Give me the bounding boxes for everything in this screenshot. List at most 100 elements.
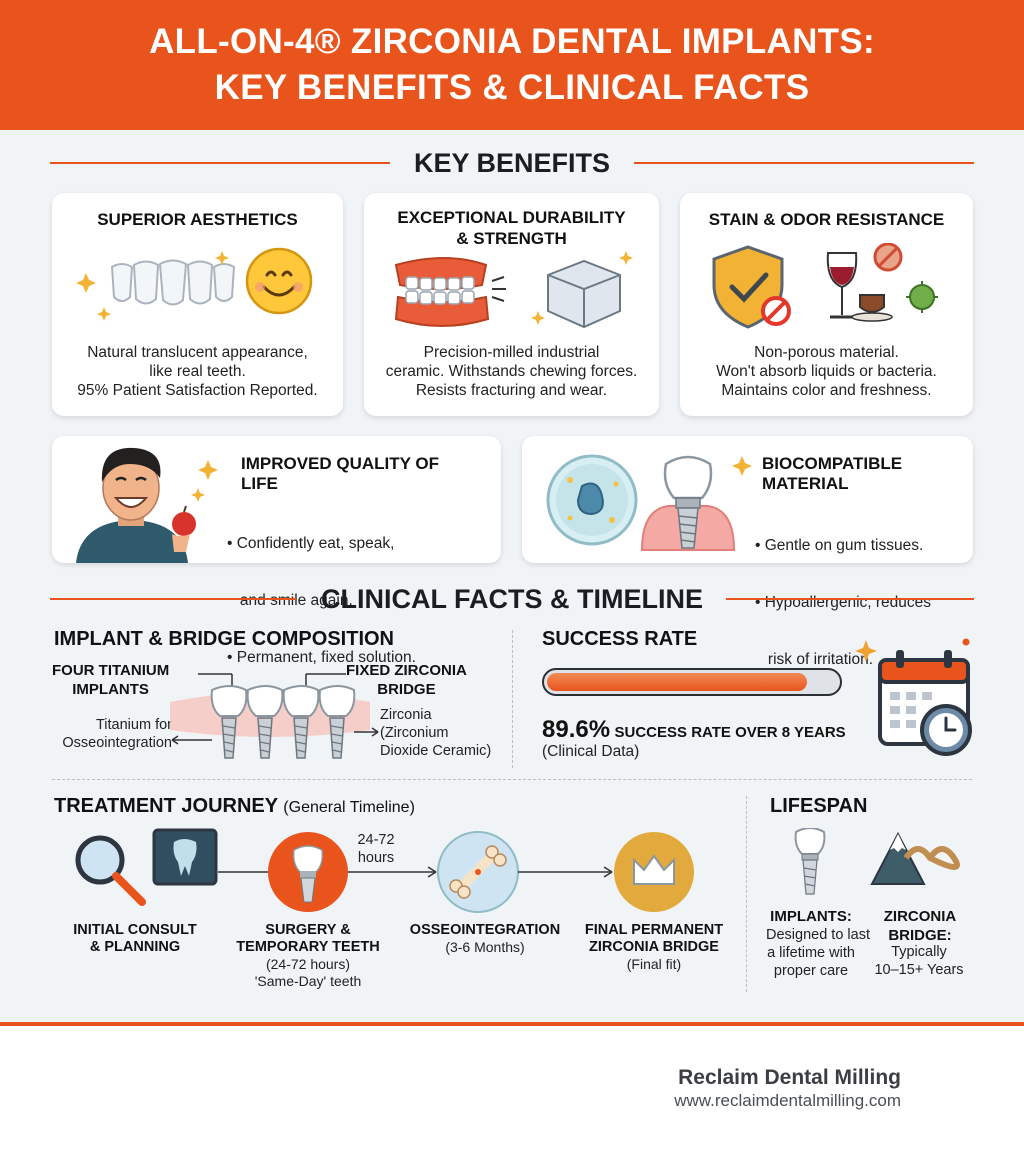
note-line: hours bbox=[357, 850, 395, 866]
journey-step-consult: INITIAL CONSULT & PLANNING bbox=[60, 922, 210, 956]
journey-subtitle: (General Timeline) bbox=[283, 799, 415, 816]
success-progress-fill bbox=[547, 673, 807, 691]
crown-icon bbox=[614, 832, 694, 912]
header-title-line2: KEY BENEFITS & CLINICAL FACTS bbox=[214, 68, 810, 107]
step-title-line: TEMPORARY TEETH bbox=[236, 939, 380, 955]
titanium-note: Titanium for Osseointegration bbox=[52, 716, 172, 752]
step-sub-line: (3-6 Months) bbox=[445, 939, 525, 955]
section-rule-right bbox=[726, 598, 974, 600]
section-rule-left bbox=[50, 162, 390, 164]
step-title-line: OSSEOINTEGRATION bbox=[409, 922, 561, 938]
divider-vertical bbox=[512, 630, 513, 768]
card-title-line: EXCEPTIONAL DURABILITY bbox=[397, 208, 626, 227]
composition-title: IMPLANT & BRIDGE COMPOSITION bbox=[54, 628, 394, 650]
lifespan-bridge: ZIRCONIA BRIDGE: bbox=[872, 907, 968, 945]
footer-rule bbox=[0, 1022, 1024, 1026]
journey-title-text: TREATMENT JOURNEY bbox=[54, 795, 278, 817]
label-line: BRIDGE bbox=[377, 681, 436, 698]
step-title-line: & PLANNING bbox=[89, 939, 181, 955]
desc-line: 10–15+ Years bbox=[874, 962, 964, 978]
section-rule-right bbox=[634, 162, 974, 164]
card-desc-line: Resists fracturing and wear. bbox=[415, 382, 608, 399]
implant-bridge-diagram-icon bbox=[170, 673, 379, 759]
implant-mountain-icon bbox=[794, 828, 960, 895]
divider-horizontal bbox=[52, 779, 972, 780]
clinical-facts-title: CLINICAL FACTS & TIMELINE bbox=[321, 584, 703, 614]
journey-icons bbox=[75, 828, 613, 913]
desc-line: Typically bbox=[891, 944, 947, 960]
treatment-journey-title: TREATMENT JOURNEY (General Timeline) bbox=[54, 795, 415, 818]
card-desc-line: Non-porous material. bbox=[754, 344, 899, 361]
card-quality-of-life: IMPROVED QUALITY OF LIFE • Confidently e… bbox=[52, 436, 501, 666]
note-line: (Zirconium bbox=[380, 725, 449, 741]
lifespan-implants: IMPLANTS: bbox=[766, 907, 856, 926]
card-superior-aesthetics: SUPERIOR AESTHETICS Natural translucent … bbox=[52, 193, 343, 416]
success-rate-value: 89.6% bbox=[542, 716, 611, 743]
footer bbox=[0, 1026, 1024, 1154]
card-stain-resistance: STAIN & ODOR RESISTANCE Non-porous mater… bbox=[680, 193, 973, 416]
bridge-title-line: BRIDGE: bbox=[888, 927, 952, 944]
card-desc-line: Won't absorb liquids or bacteria. bbox=[716, 363, 937, 380]
success-rate-label: SUCCESS RATE OVER 8 YEARS bbox=[614, 724, 846, 741]
card-durability: EXCEPTIONAL DURABILITY & STRENGTH Precis… bbox=[364, 193, 659, 416]
bullet-line: and smile again. bbox=[227, 592, 353, 609]
bullet-line: risk of irritation. bbox=[755, 651, 873, 668]
key-benefits-title: KEY BENEFITS bbox=[413, 148, 611, 178]
step-sub-line: (Final fit) bbox=[626, 956, 682, 972]
zirconia-bridge-label: FIXED ZIRCONIA BRIDGE bbox=[346, 661, 467, 699]
lifespan-implants-title: IMPLANTS: bbox=[770, 908, 852, 925]
wide-card-title-line: IMPROVED QUALITY OF bbox=[241, 454, 440, 473]
step-title-line: INITIAL CONSULT bbox=[73, 922, 197, 938]
lifespan-bridge-desc: Typically 10–15+ Years bbox=[866, 943, 972, 979]
teeth-smile-icon bbox=[76, 247, 313, 321]
label-line: FOUR TITANIUM bbox=[52, 662, 170, 679]
label-line: FIXED ZIRCONIA bbox=[346, 662, 467, 679]
card-desc-line: Maintains color and freshness. bbox=[721, 382, 932, 399]
bullet-line: • Permanent, fixed solution. bbox=[227, 649, 416, 666]
card-desc-line: 95% Patient Satisfaction Reported. bbox=[77, 382, 318, 399]
bullet-line: • Confidently eat, speak, bbox=[227, 535, 395, 552]
section-rule-left bbox=[50, 598, 296, 600]
success-rate-line: 89.6% SUCCESS RATE OVER 8 YEARS bbox=[542, 716, 846, 744]
brand-url[interactable]: www.reclaimdentalmilling.com bbox=[674, 1091, 901, 1110]
step-sub-line: (24-72 hours) bbox=[265, 956, 351, 972]
card-title: SUPERIOR AESTHETICS bbox=[97, 210, 298, 229]
bridge-title-line: ZIRCONIA bbox=[883, 908, 957, 925]
arrow-duration-note: 24-72 hours bbox=[356, 831, 396, 867]
note-line: Titanium for bbox=[95, 717, 172, 733]
note-line: Osseointegration bbox=[62, 735, 172, 751]
jaw-and-cube-icon bbox=[394, 251, 633, 329]
wide-card-title-line: LIFE bbox=[241, 474, 278, 493]
zirconia-note: Zirconia (Zirconium Dioxide Ceramic) bbox=[380, 706, 491, 760]
note-line: Zirconia bbox=[380, 707, 432, 723]
titanium-implants-label: FOUR TITANIUM IMPLANTS bbox=[52, 661, 169, 699]
label-line: IMPLANTS bbox=[72, 681, 149, 698]
shield-wine-bacteria-icon bbox=[712, 243, 938, 329]
note-line: Dioxide Ceramic) bbox=[380, 743, 492, 759]
card-desc-line: Precision-milled industrial bbox=[423, 344, 600, 361]
journey-step-osseointegration: OSSEOINTEGRATION (3-6 Months) bbox=[400, 922, 570, 956]
wide-card-title-line: MATERIAL bbox=[762, 474, 849, 493]
brand-name: Reclaim Dental Milling bbox=[678, 1066, 901, 1089]
divider-vertical bbox=[746, 796, 747, 992]
header-title-line1: ALL-ON-4® ZIRCONIA DENTAL IMPLANTS: bbox=[149, 22, 875, 61]
success-rate-title: SUCCESS RATE bbox=[542, 628, 698, 650]
header-banner: ALL-ON-4® ZIRCONIA DENTAL IMPLANTS: KEY … bbox=[0, 0, 1024, 130]
journey-step-surgery: SURGERY & TEMPORARY TEETH (24-72 hours) … bbox=[228, 922, 388, 990]
success-rate-source: (Clinical Data) bbox=[542, 743, 640, 760]
step-sub-line: 'Same-Day' teeth bbox=[254, 973, 362, 989]
lifespan-implants-desc: Designed to last a lifetime with proper … bbox=[766, 926, 870, 980]
bullet-line: • Gentle on gum tissues. bbox=[755, 537, 924, 554]
step-title-line: FINAL PERMANENT bbox=[584, 922, 724, 938]
cell-and-implant-icon bbox=[546, 454, 752, 551]
journey-step-final-bridge: FINAL PERMANENT ZIRCONIA BRIDGE (Final f… bbox=[574, 922, 734, 973]
desc-line: a lifetime with bbox=[767, 945, 855, 961]
card-desc-line: ceramic. Withstands chewing forces. bbox=[385, 363, 638, 380]
step-title-line: ZIRCONIA BRIDGE bbox=[589, 939, 719, 955]
card-title: STAIN & ODOR RESISTANCE bbox=[708, 210, 945, 229]
card-title-line: & STRENGTH bbox=[456, 229, 567, 248]
card-biocompatible: BIOCOMPATIBLE MATERIAL • Gentle on gum t… bbox=[522, 436, 973, 668]
lifespan-title: LIFESPAN bbox=[770, 795, 868, 817]
wide-card-title-line: BIOCOMPATIBLE bbox=[762, 454, 903, 473]
desc-line: proper care bbox=[773, 963, 849, 979]
